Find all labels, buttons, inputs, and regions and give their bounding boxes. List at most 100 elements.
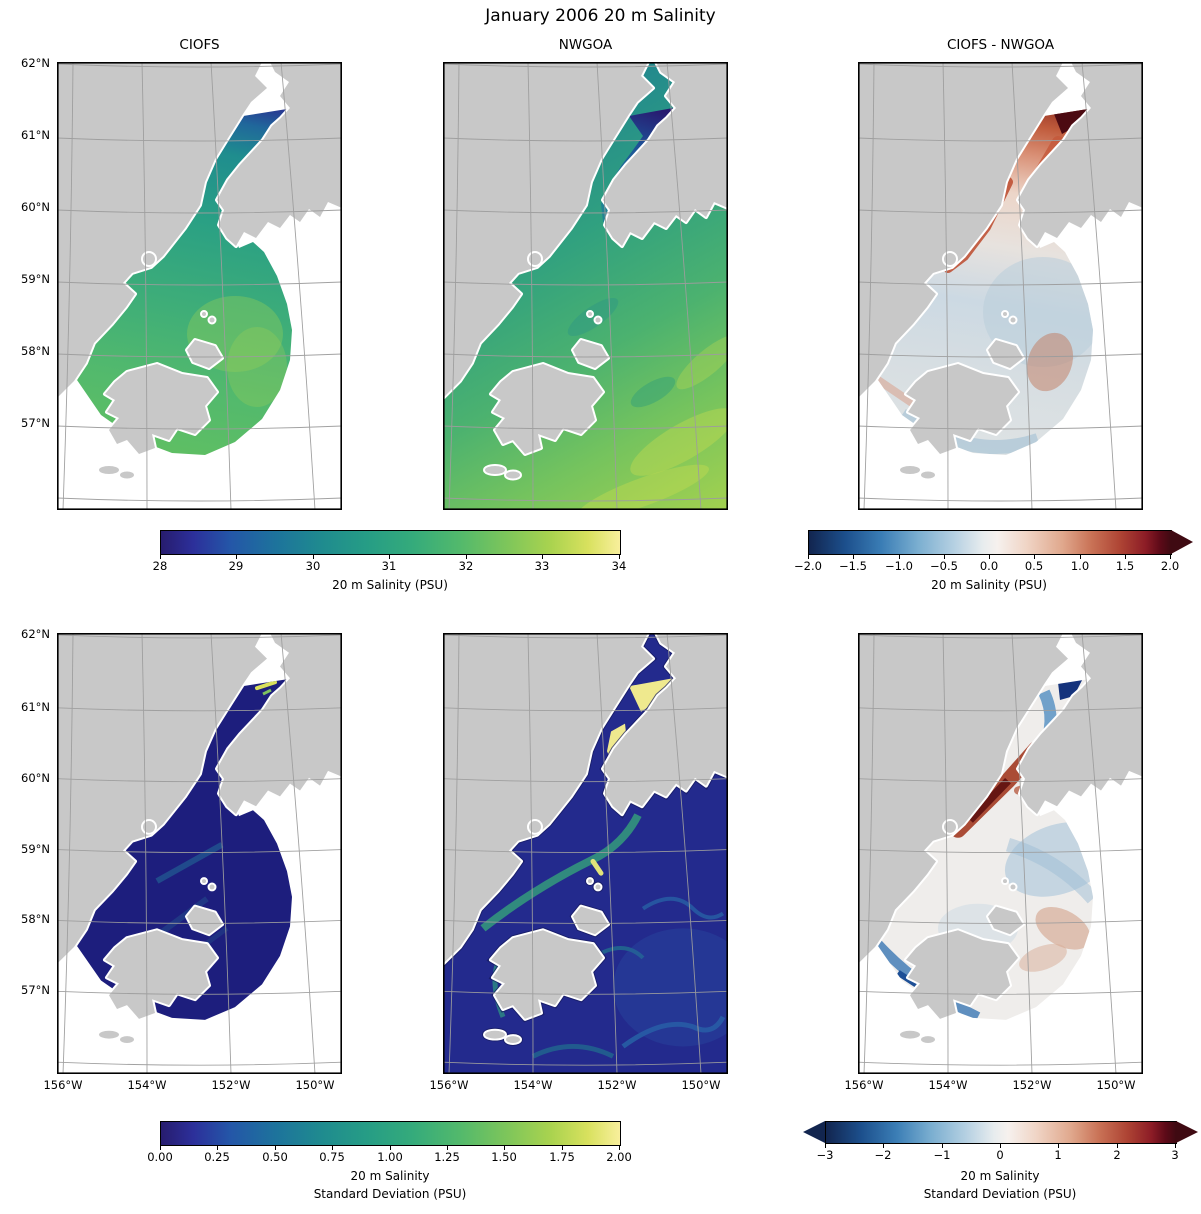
map-panel-salinity-difference xyxy=(858,62,1143,510)
colorbar-tick xyxy=(217,1146,218,1150)
colorbar-tick-label: 0.25 xyxy=(204,1150,230,1164)
colorbar-tick-label: 30 xyxy=(305,559,321,573)
colorbar-tick xyxy=(504,1146,505,1150)
colorbar-tick-label: 0.50 xyxy=(262,1150,288,1164)
lon-label: 152°W xyxy=(211,1078,251,1092)
colorbar-tick-label: −1.0 xyxy=(885,559,913,573)
lat-label: 58°N xyxy=(21,344,50,358)
lat-label: 61°N xyxy=(21,128,50,142)
lat-label: 57°N xyxy=(21,983,50,997)
colorbar-extend-max-arrow xyxy=(1171,529,1193,554)
colorbar-tick-label: 1 xyxy=(1054,1148,1062,1162)
lat-label: 60°N xyxy=(21,771,50,785)
colorbar-tick-label: 2.0 xyxy=(1160,559,1180,573)
map-panel-ciofs-salinity xyxy=(57,62,342,510)
colorbar-tick xyxy=(1117,1144,1118,1148)
colorbar-tick xyxy=(1058,1144,1059,1148)
colorbar-tick xyxy=(236,555,237,559)
colorbar-tick-label: −0.5 xyxy=(930,559,958,573)
colorbar-tick-label: 32 xyxy=(458,559,474,573)
colorbar-tick xyxy=(1175,1144,1176,1148)
colorbar-tick xyxy=(619,555,620,559)
colorbar-tick-label: 1.5 xyxy=(1115,559,1135,573)
colorbar-tick xyxy=(853,555,854,559)
colorbar-tick xyxy=(447,1146,448,1150)
colorbar-tick-label: −3 xyxy=(816,1148,834,1162)
lat-label: 62°N xyxy=(21,627,50,641)
colorbar-tick xyxy=(389,555,390,559)
colorbar-salinity-label: 20 m Salinity (PSU) xyxy=(332,578,448,592)
colorbar-extend-min-arrow xyxy=(803,1120,825,1143)
colorbar-tick xyxy=(944,555,945,559)
lat-label: 59°N xyxy=(21,842,50,856)
colorbar-std-label-line1: 20 m Salinity xyxy=(350,1169,430,1183)
colorbar-tick xyxy=(1170,555,1171,559)
colorbar-tick xyxy=(883,1144,884,1148)
colorbar-tick xyxy=(275,1146,276,1150)
colorbar-tick-label: 34 xyxy=(611,559,627,573)
colorbar-tick xyxy=(1125,555,1126,559)
lon-label: 154°W xyxy=(513,1078,553,1092)
panel-title-ciofs: CIOFS xyxy=(179,37,220,53)
lon-label: 154°W xyxy=(127,1078,167,1092)
panel-title-nwgoa: NWGOA xyxy=(558,37,613,53)
lon-label: 150°W xyxy=(295,1078,335,1092)
colorbar-tick-label: 2.00 xyxy=(606,1150,632,1164)
colorbar-tick xyxy=(989,555,990,559)
colorbar-tick xyxy=(390,1146,391,1150)
colorbar-tick xyxy=(160,555,161,559)
figure-title: January 2006 20 m Salinity xyxy=(485,6,716,26)
colorbar-std-diff-label-line2: Standard Deviation (PSU) xyxy=(923,1187,1077,1201)
map-panel-ciofs-std xyxy=(57,633,342,1074)
colorbar-salinity-diff-gradient xyxy=(808,530,1172,555)
colorbar-tick-label: 0.0 xyxy=(979,559,999,573)
colorbar-tick-label: 1.75 xyxy=(549,1150,575,1164)
colorbar-tick xyxy=(332,1146,333,1150)
colorbar-std-gradient xyxy=(160,1121,621,1146)
colorbar-tick-label: −2.0 xyxy=(794,559,822,573)
colorbar-tick-label: 1.0 xyxy=(1070,559,1090,573)
colorbar-tick-label: 1.50 xyxy=(491,1150,517,1164)
colorbar-tick xyxy=(562,1146,563,1150)
colorbar-tick-label: 1.00 xyxy=(377,1150,403,1164)
lat-label: 62°N xyxy=(21,56,50,70)
lon-label: 156°W xyxy=(844,1078,884,1092)
colorbar-tick-label: 31 xyxy=(381,559,397,573)
lat-label: 59°N xyxy=(21,272,50,286)
panel-title-ciofs-minus-nwgoa: CIOFS - NWGOA xyxy=(946,37,1055,53)
lon-label: 152°W xyxy=(597,1078,637,1092)
colorbar-tick-label: 0.5 xyxy=(1024,559,1044,573)
colorbar-tick-label: 2 xyxy=(1113,1148,1121,1162)
colorbar-tick xyxy=(942,1144,943,1148)
colorbar-tick xyxy=(619,1146,620,1150)
map-panel-nwgoa-std xyxy=(443,633,728,1074)
colorbar-salinity-gradient xyxy=(160,530,621,555)
lon-label: 156°W xyxy=(429,1078,469,1092)
colorbar-tick-label: 0.00 xyxy=(147,1150,173,1164)
colorbar-tick-label: −2 xyxy=(874,1148,892,1162)
lat-label: 60°N xyxy=(21,200,50,214)
colorbar-tick-label: 1.25 xyxy=(434,1150,460,1164)
colorbar-tick xyxy=(825,1144,826,1148)
lon-label: 152°W xyxy=(1012,1078,1052,1092)
colorbar-tick xyxy=(808,555,809,559)
lon-label: 154°W xyxy=(928,1078,968,1092)
map-panel-std-difference xyxy=(858,633,1143,1074)
colorbar-tick xyxy=(1080,555,1081,559)
map-panel-nwgoa-salinity xyxy=(443,62,728,510)
colorbar-tick xyxy=(542,555,543,559)
lon-label: 156°W xyxy=(43,1078,83,1092)
colorbar-tick xyxy=(466,555,467,559)
colorbar-tick xyxy=(899,555,900,559)
colorbar-tick xyxy=(160,1146,161,1150)
lon-label: 150°W xyxy=(681,1078,721,1092)
lon-label: 150°W xyxy=(1096,1078,1136,1092)
colorbar-salinity-diff-label: 20 m Salinity (PSU) xyxy=(931,578,1047,592)
colorbar-tick-label: 29 xyxy=(228,559,244,573)
colorbar-tick-label: 28 xyxy=(152,559,168,573)
colorbar-tick-label: 0 xyxy=(996,1148,1004,1162)
colorbar-std-label-line2: Standard Deviation (PSU) xyxy=(313,1187,467,1201)
colorbar-tick-label: 0.75 xyxy=(319,1150,345,1164)
colorbar-tick xyxy=(1034,555,1035,559)
